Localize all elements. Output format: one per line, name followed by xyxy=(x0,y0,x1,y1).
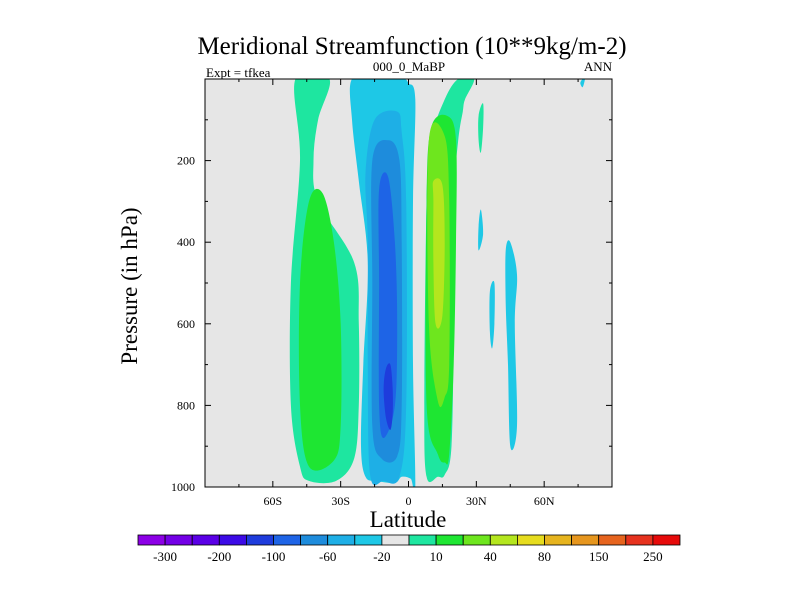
colorbar-swatch xyxy=(652,534,681,546)
colorbar-swatch xyxy=(327,534,356,546)
colorbar-label: -60 xyxy=(319,549,336,564)
colorbar-swatch xyxy=(191,534,220,546)
y-tick-label: 200 xyxy=(177,154,195,168)
y-tick-label: 800 xyxy=(177,398,195,412)
contour-region--20 xyxy=(505,240,518,451)
plot-frame xyxy=(204,78,613,488)
experiment-label: Expt = tfkea xyxy=(206,65,271,80)
y-axis-label: Pressure (in hPa) xyxy=(117,207,142,364)
colorbar-swatch xyxy=(489,534,518,546)
contour-region--20 xyxy=(580,79,585,88)
colorbar-swatch xyxy=(381,534,410,546)
contour-region--200 xyxy=(383,363,393,430)
colorbar-label: 10 xyxy=(430,549,443,564)
colorbar-swatch xyxy=(137,534,166,546)
x-tick-label: 30S xyxy=(331,494,350,508)
colorbar-swatch xyxy=(300,534,329,546)
contour-layer xyxy=(289,79,585,487)
x-tick-label: 60S xyxy=(263,494,282,508)
colorbar-swatch xyxy=(571,534,600,546)
colorbar-swatch xyxy=(164,534,193,546)
date-label: 000_0_MaBP xyxy=(373,59,445,74)
colorbar-label: -100 xyxy=(262,549,286,564)
colorbar-label: 150 xyxy=(589,549,609,564)
y-tick-label: 400 xyxy=(177,235,195,249)
contour-region-10 xyxy=(478,103,484,153)
colorbar-label: 40 xyxy=(484,549,497,564)
colorbar: -300 -200 -100 -60 -20 10 40 80 150 250 xyxy=(137,534,681,564)
colorbar-label: -20 xyxy=(373,549,390,564)
colorbar-swatch xyxy=(408,534,437,546)
contour-region--20 xyxy=(489,280,495,349)
colorbar-swatch xyxy=(245,534,274,546)
colorbar-swatch xyxy=(462,534,491,546)
colorbar-label: 250 xyxy=(643,549,663,564)
colorbar-swatch xyxy=(273,534,302,546)
contour-region-40 xyxy=(298,188,342,471)
x-tick-label: 60N xyxy=(534,494,555,508)
colorbar-swatch xyxy=(354,534,383,546)
y-tick-label: 600 xyxy=(177,317,195,331)
contour-region--20 xyxy=(478,209,484,251)
colorbar-label: 80 xyxy=(538,549,551,564)
contour-region--150 xyxy=(378,172,398,439)
colorbar-label: -200 xyxy=(207,549,231,564)
axes: 60S 30S 0 30N 60N 200 400 600 800 1000 xyxy=(171,79,612,508)
x-tick-label: 0 xyxy=(406,494,412,508)
season-label: ANN xyxy=(584,59,613,74)
x-axis-label: Latitude xyxy=(370,507,447,532)
y-tick-label: 1000 xyxy=(171,480,195,494)
colorbar-swatch xyxy=(625,534,654,546)
colorbar-swatch xyxy=(435,534,464,546)
contour-region-150 xyxy=(432,178,445,329)
colorbar-label: -300 xyxy=(153,549,177,564)
colorbar-swatch xyxy=(218,534,247,546)
chart-title: Meridional Streamfunction (10**9kg/m-2) xyxy=(197,33,626,60)
colorbar-swatch xyxy=(517,534,545,546)
x-tick-label: 30N xyxy=(466,494,487,508)
colorbar-swatch xyxy=(598,534,627,546)
colorbar-swatch xyxy=(544,534,573,546)
